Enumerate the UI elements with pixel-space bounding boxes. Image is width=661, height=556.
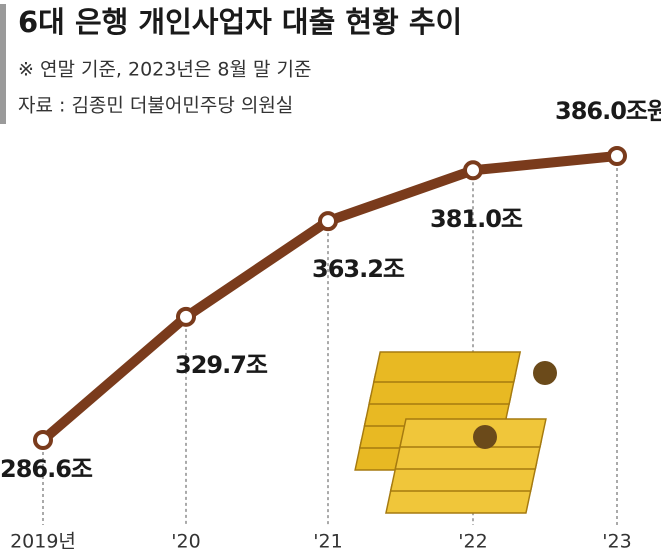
money-illustration <box>354 351 557 514</box>
subtitle: ※ 연말 기준, 2023년은 8월 말 기준 <box>18 59 311 81</box>
marker <box>33 430 53 450</box>
marker <box>176 306 196 327</box>
marker <box>463 160 483 181</box>
line <box>39 151 618 444</box>
marker <box>607 146 627 166</box>
x-tick-label: '21 <box>313 531 342 553</box>
x-tick-label: '23 <box>602 531 631 553</box>
x-tick-label: '22 <box>458 531 487 553</box>
marker <box>318 211 338 232</box>
title-bar <box>0 4 6 124</box>
value-label: 381.0조 <box>430 205 523 233</box>
value-label: 286.6조 <box>0 455 93 483</box>
chart-title: 6대 은행 개인사업자 대출 현황 추이 <box>18 5 462 39</box>
x-tick-label: '20 <box>171 531 200 553</box>
x-tick-label: 2019년 <box>10 531 76 553</box>
value-label: 363.2조 <box>312 255 405 283</box>
value-label: 329.7조 <box>175 351 268 379</box>
source: 자료 : 김종민 더불어민주당 의원실 <box>18 95 293 117</box>
value-label: 386.0조원 <box>555 97 661 125</box>
